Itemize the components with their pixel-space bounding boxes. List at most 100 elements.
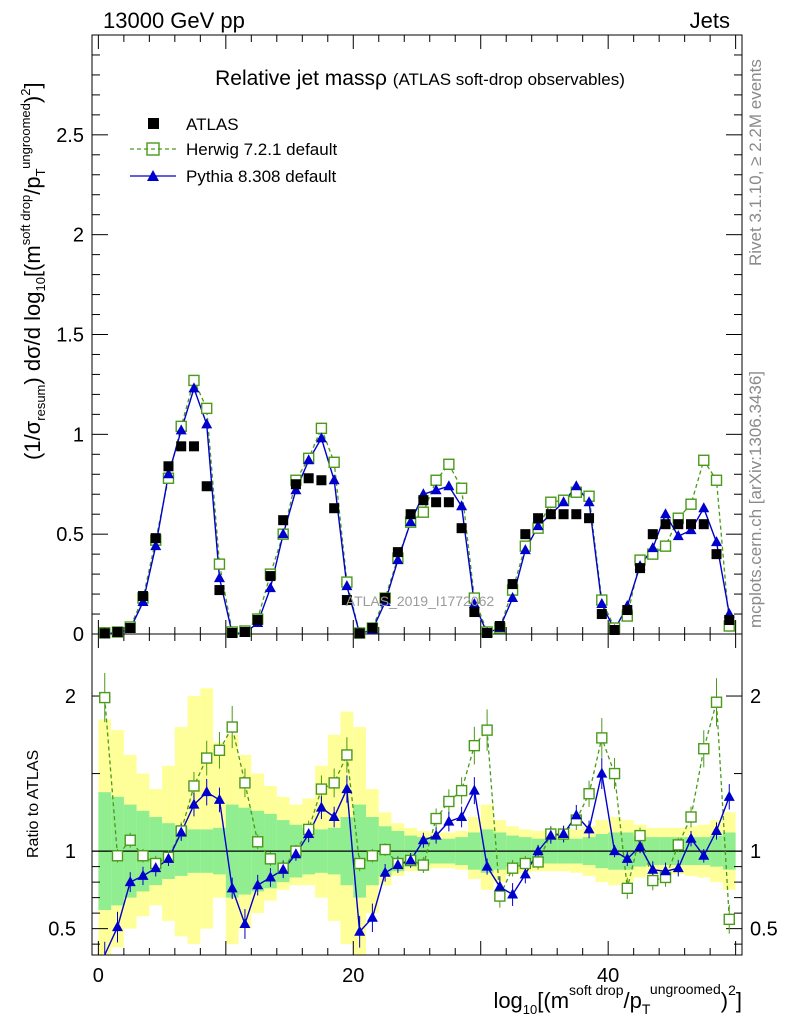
- legend-herwig-marker: [146, 142, 160, 156]
- pythia-main-point: [711, 536, 723, 547]
- pythia-ratio-point: [201, 786, 213, 797]
- herwig-ratio-point: [468, 739, 481, 752]
- herwig-ratio-point: [723, 913, 735, 926]
- herwig-main-point: [685, 498, 697, 510]
- pythia-ratio-point: [660, 865, 672, 876]
- pythia-main-point: [596, 598, 608, 609]
- pythia-ratio-point: [366, 911, 378, 922]
- herwig-main-point: [201, 402, 213, 415]
- herwig-ratio-point: [634, 829, 646, 842]
- legend-atlas-label: ATLAS: [186, 115, 239, 134]
- main-y-tick-label: 0.5: [56, 524, 84, 546]
- herwig-ratio-point: [226, 721, 238, 733]
- atlas-main-point: [239, 627, 250, 638]
- herwig-ratio-point: [201, 752, 213, 764]
- atlas-main-point: [469, 607, 480, 618]
- plot-title: Relative jet massρ (ATLAS soft-drop obse…: [215, 67, 625, 90]
- pythia-main-point: [570, 480, 582, 491]
- herwig-ratio-point: [532, 856, 544, 868]
- main-y-axis-label: (1/σresum) dσ/d log10[(msoft drop/pTungr…: [18, 82, 48, 460]
- herwig-ratio-point: [506, 862, 519, 874]
- pythia-main-point: [277, 528, 289, 539]
- pythia-main-point: [456, 500, 468, 511]
- herwig-ratio-point: [99, 691, 111, 704]
- x-tick-label: 40: [597, 965, 619, 987]
- ratio-y-tick-label-left: 1: [65, 841, 76, 863]
- atlas-main-point: [584, 513, 595, 524]
- atlas-main-point: [431, 497, 442, 508]
- pythia-ratio-point: [392, 859, 404, 870]
- atlas-main-point: [545, 509, 556, 520]
- ratio-y-tick-label-right: 0.5: [750, 919, 778, 941]
- herwig-main-point: [545, 496, 557, 508]
- pythia-ratio-point: [481, 860, 493, 871]
- legend: ATLAS Herwig 7.2.1 default Pythia 8.308 …: [130, 115, 337, 186]
- pythia-main-point: [519, 544, 531, 555]
- pythia-main-point: [672, 530, 684, 541]
- atlas-main-point: [380, 593, 391, 604]
- atlas-main-point: [265, 571, 276, 582]
- atlas-main-point: [150, 533, 161, 544]
- pythia-main-point: [328, 474, 340, 485]
- herwig-ratio-point: [621, 882, 633, 895]
- pythia-main-point: [303, 454, 315, 465]
- atlas-main-point: [635, 563, 646, 574]
- herwig-main-point: [710, 474, 723, 486]
- herwig-ratio-point: [366, 850, 379, 862]
- herwig-main-point: [455, 482, 468, 494]
- pythia-main-point: [443, 480, 455, 491]
- pythia-ratio-point: [647, 863, 659, 874]
- pythia-ratio-point: [226, 882, 238, 893]
- pythia-ratio-point: [685, 832, 697, 843]
- pythia-ratio-point: [672, 862, 684, 873]
- herwig-ratio-point: [710, 696, 723, 708]
- atlas-main-point: [252, 615, 263, 626]
- axis-ticks: 0 20 40 0 0.5 1 1.5 2 2.5 0.5 0.5 1 1 2 2: [48, 35, 778, 987]
- pythia-main-point: [558, 496, 570, 507]
- legend-atlas-marker: [148, 118, 159, 129]
- atlas-main-point: [686, 519, 697, 530]
- herwig-ratio-point: [341, 749, 353, 761]
- herwig-ratio-point: [315, 783, 328, 795]
- main-y-tick-label: 2: [73, 225, 84, 247]
- main-y-tick-label: 2.5: [56, 125, 84, 147]
- herwig-ratio-point: [137, 850, 149, 862]
- herwig-main-line: [104, 378, 730, 634]
- pythia-main-point: [583, 496, 595, 507]
- pythia-ratio-point: [379, 866, 391, 877]
- herwig-ratio-point: [188, 780, 200, 792]
- x-axis-label: log10[(msoft drop/pTungroomed)2]: [493, 981, 742, 1017]
- atlas-main-point: [137, 591, 148, 602]
- pythia-main-point: [468, 598, 480, 609]
- main-y-tick-label: 0: [73, 624, 84, 646]
- atlas-main-point: [201, 481, 212, 492]
- pythia-main-point: [201, 418, 213, 429]
- herwig-ratio-point: [583, 788, 595, 800]
- atlas-main-point: [418, 495, 429, 506]
- atlas-main-point: [214, 585, 225, 596]
- pythia-ratio-point: [252, 879, 264, 890]
- pythia-ratio-point: [698, 849, 710, 860]
- herwig-ratio-point: [328, 777, 340, 789]
- pythia-ratio-point: [417, 834, 429, 845]
- atlas-main-point: [622, 605, 633, 616]
- pythia-ratio-point: [213, 793, 225, 804]
- ratio-y-axis-label: Ratio to ATLAS: [25, 750, 42, 858]
- pythia-main-point: [150, 540, 162, 551]
- herwig-ratio-point: [698, 743, 710, 755]
- x-tick-label: 0: [93, 965, 104, 987]
- ratio-band-outer-bin: [200, 688, 214, 929]
- atlas-main-point: [316, 475, 327, 486]
- pythia-main-point: [405, 516, 417, 527]
- ratio-band-outer-bin: [187, 696, 201, 945]
- atlas-main-point: [482, 628, 493, 639]
- atlas-main-point: [329, 503, 340, 514]
- pythia-main-point: [507, 592, 519, 603]
- data-series: [99, 374, 735, 956]
- atlas-main-point: [558, 509, 569, 520]
- pythia-ratio-point: [354, 925, 366, 936]
- pythia-ratio-point: [723, 790, 735, 801]
- pythia-main-point: [188, 382, 200, 393]
- herwig-main-point: [328, 456, 340, 468]
- pythia-ratio-point: [468, 784, 480, 795]
